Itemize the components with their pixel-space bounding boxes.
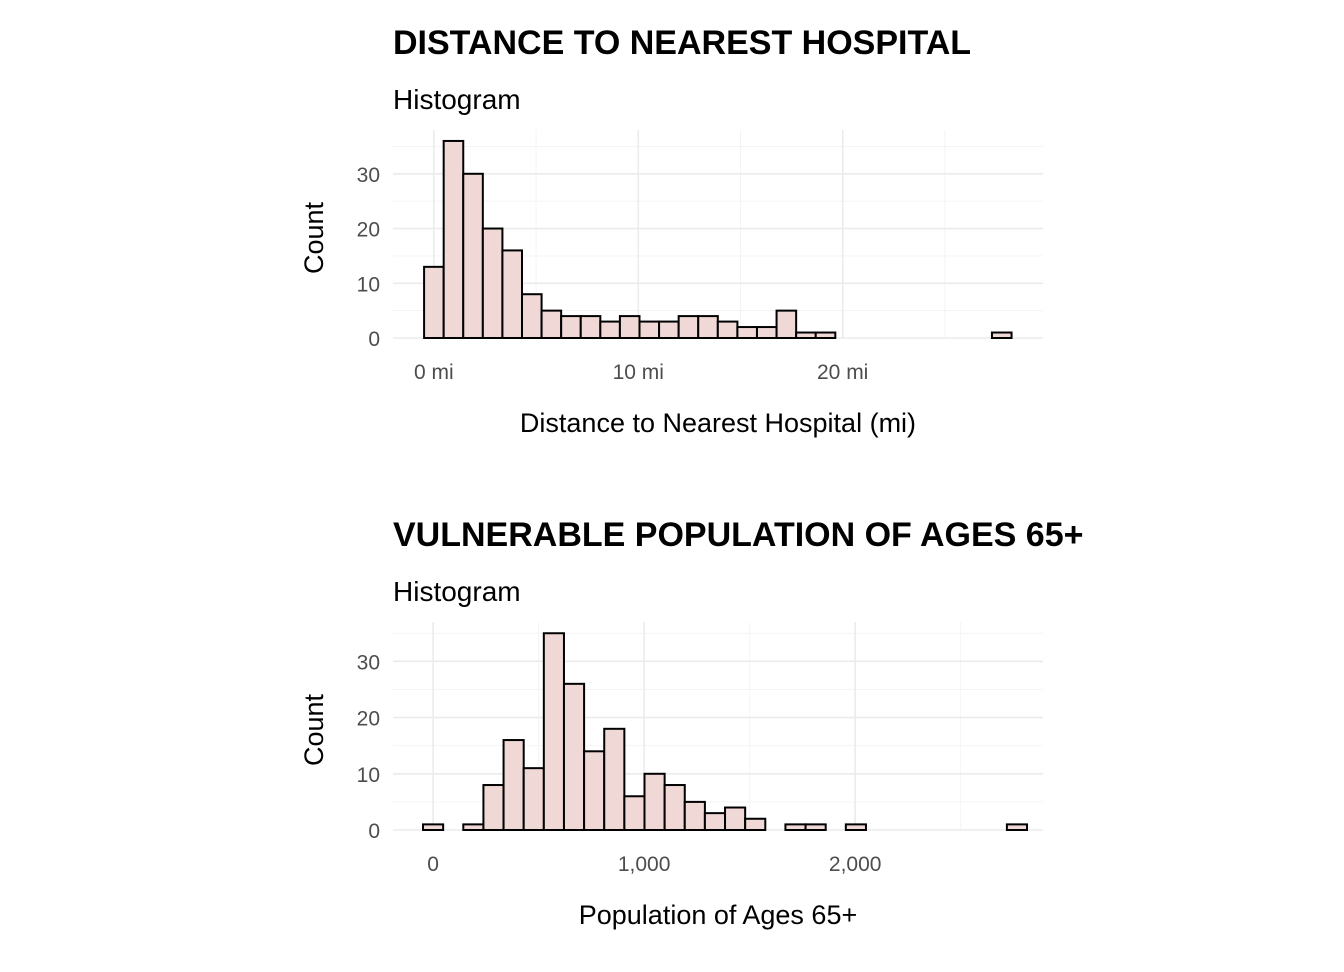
- chart-subtitle: Histogram: [393, 84, 521, 115]
- y-tick-label: 30: [357, 164, 380, 187]
- y-axis-title: Count: [299, 201, 329, 274]
- histogram-bar: [804, 823, 827, 832]
- chart-title: VULNERABLE POPULATION OF AGES 65+: [393, 516, 1084, 554]
- histogram-bar: [482, 784, 505, 832]
- hospital-distance-chart: DISTANCE TO NEAREST HOSPITAL Histogram 0…: [0, 0, 1344, 480]
- histogram-bar: [716, 320, 739, 340]
- y-tick-label: 0: [368, 820, 380, 843]
- x-tick-label: 0 mi: [414, 361, 454, 384]
- chart-title: DISTANCE TO NEAREST HOSPITAL: [393, 24, 972, 62]
- population-65-chart: VULNERABLE POPULATION OF AGES 65+ Histog…: [0, 492, 1344, 972]
- histogram-bar: [520, 293, 543, 340]
- histogram-bar: [658, 320, 680, 340]
- histogram-bar: [560, 315, 582, 339]
- y-tick-label: 20: [357, 708, 380, 731]
- histogram-bar: [540, 309, 563, 340]
- y-tick-label: 0: [368, 328, 380, 351]
- histogram-bar: [736, 326, 758, 340]
- histogram-bar: [481, 227, 504, 340]
- x-tick-label: 20 mi: [817, 361, 868, 384]
- histogram-bar: [677, 315, 700, 339]
- y-tick-label: 10: [357, 764, 380, 787]
- histogram-bar: [844, 823, 867, 832]
- y-tick-label: 30: [357, 651, 380, 674]
- chart-subtitle: Histogram: [393, 576, 521, 607]
- histogram-bar: [1005, 823, 1029, 832]
- y-axis-title: Count: [299, 693, 329, 766]
- histogram-plot: 0 mi 10 mi 20 mi 0 10 20 30 Distance to Nearest…: [299, 130, 1043, 438]
- histogram-bar: [599, 320, 621, 340]
- histogram-bar: [643, 772, 666, 831]
- x-axis-title: Population of Ages 65+: [579, 900, 857, 930]
- histogram-bar: [618, 315, 641, 339]
- x-tick-label: 2,000: [829, 853, 882, 876]
- histogram-bar: [775, 309, 798, 340]
- histogram-bar: [703, 812, 727, 831]
- histogram-bar: [562, 682, 586, 831]
- histogram-bar: [755, 326, 778, 340]
- histogram-bar: [795, 331, 817, 339]
- y-tick-label: 20: [357, 219, 380, 242]
- histogram-bar: [784, 823, 807, 832]
- histogram-bar: [423, 265, 445, 339]
- histogram-bar: [579, 315, 602, 339]
- x-axis-title: Distance to Nearest Hospital (mi): [520, 408, 916, 438]
- histogram-bar: [542, 632, 565, 831]
- histogram-bar: [814, 331, 837, 339]
- x-tick-label: 1,000: [618, 853, 671, 876]
- histogram-bar: [663, 784, 686, 832]
- histogram-bar: [697, 315, 719, 339]
- histogram-bar: [522, 767, 545, 832]
- x-tick-label: 0: [427, 853, 439, 876]
- histogram-bar: [462, 823, 485, 832]
- histogram-bar: [462, 172, 484, 339]
- histogram-bar: [638, 320, 661, 340]
- histogram-bar: [990, 331, 1013, 339]
- histogram-bar: [603, 727, 626, 831]
- histogram-bar: [583, 750, 606, 832]
- histogram-bar: [422, 823, 445, 832]
- x-tick-label: 10 mi: [613, 361, 664, 384]
- histogram-bar: [744, 817, 767, 831]
- histogram-bar: [501, 249, 523, 339]
- histogram-bar: [502, 739, 525, 831]
- histogram-bar: [442, 139, 465, 339]
- histogram-bar: [623, 795, 646, 831]
- y-tick-label: 10: [357, 273, 380, 296]
- histogram-bar: [683, 800, 706, 832]
- histogram-bar: [724, 806, 747, 832]
- histogram-plot: 0 1,000 2,000 0 10 20 30 Population of Ages 65+…: [299, 622, 1043, 930]
